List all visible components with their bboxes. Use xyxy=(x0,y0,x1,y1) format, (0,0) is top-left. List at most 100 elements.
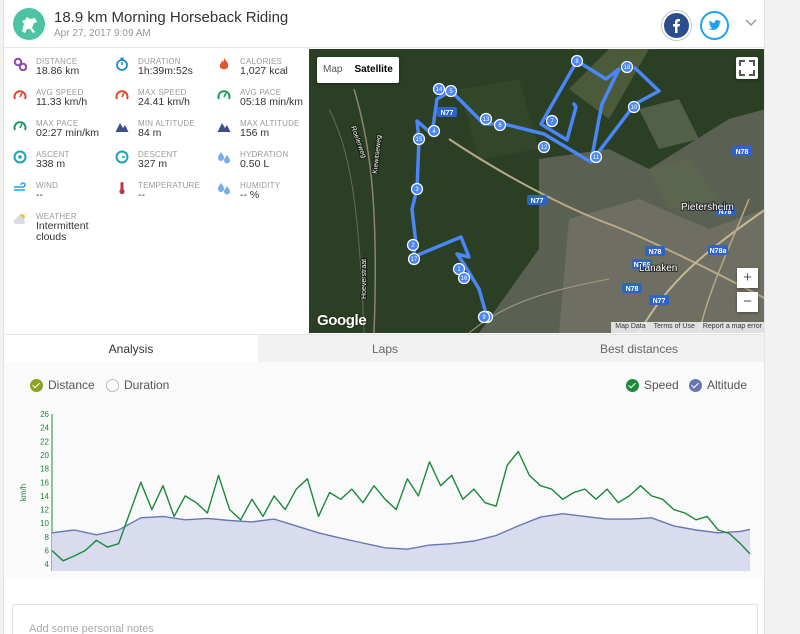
stat-value: Intermittent clouds xyxy=(36,220,89,243)
stat-value: 338 m xyxy=(36,158,66,170)
svg-text:N766: N766 xyxy=(634,262,651,269)
twitter-share-button[interactable] xyxy=(700,11,729,40)
personal-notes-input[interactable] xyxy=(29,623,729,634)
km-marker[interactable]: 1 xyxy=(452,262,466,276)
svg-text:1: 1 xyxy=(457,267,461,273)
place-label: Hoeverstraat xyxy=(361,259,368,299)
km-marker[interactable]: 17 xyxy=(407,252,421,266)
stat-value: 0.50 L xyxy=(240,158,270,170)
zoom-in-button[interactable]: + xyxy=(737,268,758,288)
activity-date: Apr 27, 2017 9:09 AM xyxy=(54,28,151,39)
stopwatch-icon xyxy=(116,57,128,71)
svg-text:3: 3 xyxy=(415,187,419,193)
chevron-down-icon[interactable] xyxy=(744,18,758,28)
distance-toggle[interactable]: Distance xyxy=(30,378,95,392)
km-marker[interactable]: 8 xyxy=(570,54,584,68)
drops-icon xyxy=(218,152,230,164)
road-label: N77 xyxy=(437,107,457,117)
road-label: N77 xyxy=(527,195,547,205)
road-label: N78 xyxy=(622,283,642,293)
km-marker[interactable]: 4 xyxy=(427,124,441,138)
km-marker[interactable]: 2 xyxy=(406,238,420,252)
km-marker[interactable]: 14 xyxy=(432,82,446,96)
road-label: N77 xyxy=(649,295,669,305)
analysis-tabs: Analysis Laps Best distances xyxy=(4,334,764,363)
y-tick-label: 18 xyxy=(40,465,49,474)
stat-ascent: ASCENT 338 m xyxy=(4,142,104,172)
svg-text:11: 11 xyxy=(593,155,600,161)
tab-analysis[interactable]: Analysis xyxy=(4,335,258,363)
analysis-panel: Distance Duration Speed Altitude km/h 4 6 8… xyxy=(4,362,765,578)
stat-label: DESCENT xyxy=(138,150,178,159)
speed-altitude-chart[interactable]: km/h4681012141618202224262 km4 km6 km8 k… xyxy=(4,402,765,578)
tab-best-distances[interactable]: Best distances xyxy=(599,342,679,356)
facebook-icon xyxy=(673,19,680,33)
horse-icon xyxy=(13,8,45,40)
facebook-share-button[interactable] xyxy=(662,11,691,40)
km-marker[interactable]: 6 xyxy=(493,118,507,132)
km-marker[interactable]: 3 xyxy=(410,182,424,196)
y-tick-label: 16 xyxy=(40,478,49,487)
zoom-out-button[interactable]: − xyxy=(737,292,758,312)
road-label: N78 xyxy=(715,206,735,216)
altitude-toggle[interactable]: Altitude xyxy=(689,378,747,392)
y-tick-label: 4 xyxy=(45,560,50,569)
stat-label: WIND xyxy=(36,181,59,190)
y-tick-label: 12 xyxy=(40,506,49,515)
svg-text:13: 13 xyxy=(483,117,490,123)
report-map-error-link[interactable]: Report a map error xyxy=(702,323,762,330)
twitter-icon xyxy=(708,20,721,30)
google-logo: Google xyxy=(317,312,367,329)
gauge-icon xyxy=(13,90,27,100)
route-map[interactable]: 0123456789101112131415161718 N77N77N77N7… xyxy=(309,49,765,333)
stat-descent: DESCENT 327 m xyxy=(106,142,206,172)
stat-max-altitude: MAX ALTITUDE 156 m xyxy=(208,111,308,141)
stat-value: 156 m xyxy=(240,127,270,139)
fullscreen-icon xyxy=(739,60,755,76)
activity-title: 18.9 km Morning Horseback Riding xyxy=(54,9,289,26)
fullscreen-button[interactable] xyxy=(736,57,758,79)
y-tick-label: 20 xyxy=(40,451,49,460)
km-marker[interactable]: 13 xyxy=(479,112,493,126)
cloud-sun-icon xyxy=(13,214,25,224)
descent-icon xyxy=(115,150,129,164)
svg-text:N77: N77 xyxy=(441,110,454,117)
km-marker[interactable]: 16 xyxy=(457,271,471,285)
map-data-link[interactable]: Map Data xyxy=(615,323,646,330)
stat-value: 05:18 min/km xyxy=(240,96,304,108)
km-marker[interactable]: 5 xyxy=(444,84,458,98)
stat-label: MAX PACE xyxy=(36,119,79,128)
svg-text:6: 6 xyxy=(498,123,502,129)
stat-label: ASCENT xyxy=(36,150,70,159)
activity-header: 18.9 km Morning Horseback Riding Apr 27,… xyxy=(4,0,764,48)
stat-label: HYDRATION xyxy=(240,150,289,159)
stat-value: 327 m xyxy=(138,158,168,170)
km-marker[interactable]: 9 xyxy=(477,310,491,324)
place-label: Lanaken xyxy=(639,263,677,274)
map-type-map-button[interactable]: Map xyxy=(323,64,343,75)
flame-icon xyxy=(219,58,229,70)
terms-of-use-link[interactable]: Terms of Use xyxy=(653,323,695,330)
personal-notes-box[interactable] xyxy=(12,604,758,634)
stat-value: -- xyxy=(138,189,145,201)
svg-text:N78: N78 xyxy=(626,286,639,293)
duration-toggle[interactable]: Duration xyxy=(106,378,169,392)
y-tick-label: 22 xyxy=(40,437,49,446)
road-label: N766 xyxy=(632,259,652,269)
speed-toggle[interactable]: Speed xyxy=(626,378,679,392)
stat-label: CALORIES xyxy=(240,57,283,66)
km-marker[interactable]: 15 xyxy=(412,132,426,146)
km-marker[interactable]: 7 xyxy=(545,114,559,128)
tab-laps[interactable]: Laps xyxy=(371,342,399,356)
map-type-satellite-button[interactable]: Satellite xyxy=(354,64,393,75)
checked-icon xyxy=(689,378,702,392)
stat-value: -- xyxy=(36,189,43,201)
svg-text:N77: N77 xyxy=(653,298,666,305)
km-marker[interactable]: 12 xyxy=(537,140,551,154)
satellite-map-canvas[interactable]: 0123456789101112131415161718 N77N77N77N7… xyxy=(309,49,765,333)
mountain-icon xyxy=(217,123,231,132)
km-marker[interactable]: 11 xyxy=(589,150,603,164)
km-marker[interactable]: 18 xyxy=(620,60,634,74)
duration-toggle-label: Duration xyxy=(124,378,170,392)
km-marker[interactable]: 10 xyxy=(627,100,641,114)
